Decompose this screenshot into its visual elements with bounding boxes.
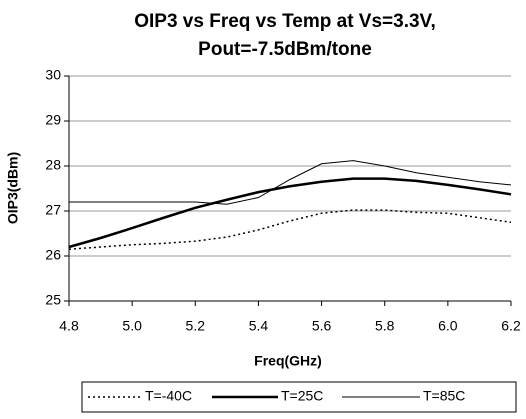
series-line <box>69 160 512 205</box>
y-tick-label: 28 <box>45 157 61 173</box>
y-tick-label: 26 <box>45 247 61 263</box>
series-line <box>68 177 512 249</box>
x-tick-label: 4.8 <box>59 318 79 334</box>
y-tick-label: 30 <box>45 67 61 83</box>
x-tick-label: 5.2 <box>186 318 206 334</box>
x-tick-label: 6.0 <box>438 318 458 334</box>
y-tick-label: 25 <box>45 292 61 308</box>
x-tick-label: 5.6 <box>312 318 332 334</box>
legend-label: T=85C <box>423 388 465 404</box>
x-tick-label: 6.2 <box>501 318 521 334</box>
chart-title: Pout=-7.5dBm/tone <box>198 39 372 60</box>
x-tick-label: 5.0 <box>122 318 142 334</box>
series-line <box>68 209 512 250</box>
chart-title: OIP3 vs Freq vs Temp at Vs=3.3V, <box>134 11 436 32</box>
x-axis-label: Freq(GHz) <box>254 353 322 369</box>
legend-label: T=25C <box>281 388 323 404</box>
legend-label: T=-40C <box>145 388 192 404</box>
x-tick-label: 5.4 <box>249 318 269 334</box>
y-tick-label: 27 <box>45 202 61 218</box>
y-axis-label: OIP3(dBm) <box>5 152 21 224</box>
y-tick-label: 29 <box>45 112 61 128</box>
legend-box <box>81 381 517 413</box>
x-tick-label: 5.8 <box>375 318 395 334</box>
